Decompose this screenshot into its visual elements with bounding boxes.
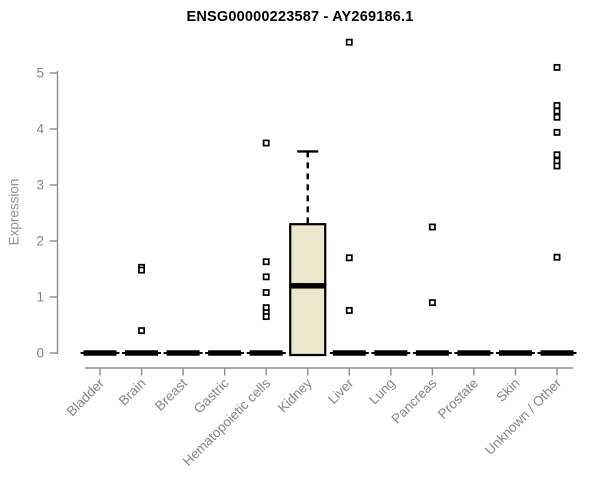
outlier-point-unknown-other-4	[553, 128, 561, 136]
y-tick-label-2: 2	[36, 234, 44, 249]
x-tick-label-lung: Lung	[366, 376, 398, 408]
outlier-point-hematopoietic-cells-1	[262, 258, 270, 266]
outlier-point-pancreas-0	[428, 223, 436, 231]
y-axis-title: Expression	[6, 178, 22, 246]
box-collapsed-lung	[374, 350, 408, 356]
outlier-point-unknown-other-2	[553, 107, 561, 115]
outlier-point-unknown-other-7	[553, 162, 561, 170]
x-tick-label-prostate: Prostate	[435, 376, 481, 422]
x-tick-label-gastric: Gastric	[191, 375, 232, 416]
outlier-point-unknown-other-8	[553, 253, 561, 261]
y-tick-label-4: 4	[36, 122, 44, 137]
x-tick-label-kidney: Kidney	[275, 375, 315, 415]
outlier-point-pancreas-1	[428, 299, 436, 307]
outlier-point-hematopoietic-cells-0	[262, 139, 270, 147]
outlier-point-unknown-other-3	[553, 113, 561, 121]
box-collapsed-brain	[125, 350, 159, 356]
x-tick-label-breast: Breast	[152, 375, 190, 413]
outlier-point-brain-2	[138, 327, 145, 335]
outlier-point-hematopoietic-cells-2	[262, 273, 270, 281]
outlier-point-unknown-other-5	[553, 151, 561, 159]
median-line-kidney	[289, 283, 327, 289]
box-collapsed-prostate	[457, 350, 491, 356]
box-collapsed-hematopoietic-cells	[249, 350, 283, 356]
outlier-point-hematopoietic-cells-3	[262, 289, 270, 296]
box-collapsed-unknown-other	[540, 350, 574, 356]
box-collapsed-gastric	[208, 350, 242, 356]
x-tick-label-bladder: Bladder	[64, 375, 108, 419]
y-tick-label-5: 5	[36, 66, 44, 81]
box-kidney	[289, 223, 327, 357]
x-tick-label-pancreas: Pancreas	[389, 375, 440, 426]
outlier-point-brain-1	[138, 266, 145, 274]
y-tick-label-0: 0	[36, 346, 44, 361]
box-collapsed-liver	[332, 350, 366, 356]
box-collapsed-skin	[498, 350, 532, 356]
box-collapsed-breast	[166, 350, 200, 356]
x-tick-label-unknown-other: Unknown / Other	[482, 375, 565, 458]
outlier-point-liver-2	[345, 306, 353, 314]
x-tick-label-liver: Liver	[325, 375, 357, 407]
chart-title: ENSG00000223587 - AY269186.1	[186, 9, 414, 25]
box-collapsed-bladder	[83, 350, 117, 356]
box-collapsed-pancreas	[415, 350, 449, 356]
y-tick-label-1: 1	[36, 290, 44, 305]
outlier-point-liver-1	[345, 254, 353, 262]
y-tick-label-3: 3	[36, 178, 44, 193]
outlier-point-hematopoietic-cells-6	[262, 313, 270, 321]
outlier-point-unknown-other-0	[553, 63, 561, 71]
x-tick-label-skin: Skin	[493, 376, 522, 405]
outlier-point-liver-0	[345, 38, 353, 46]
outlier-point-unknown-other-1	[553, 102, 561, 109]
x-tick-label-brain: Brain	[116, 376, 149, 409]
